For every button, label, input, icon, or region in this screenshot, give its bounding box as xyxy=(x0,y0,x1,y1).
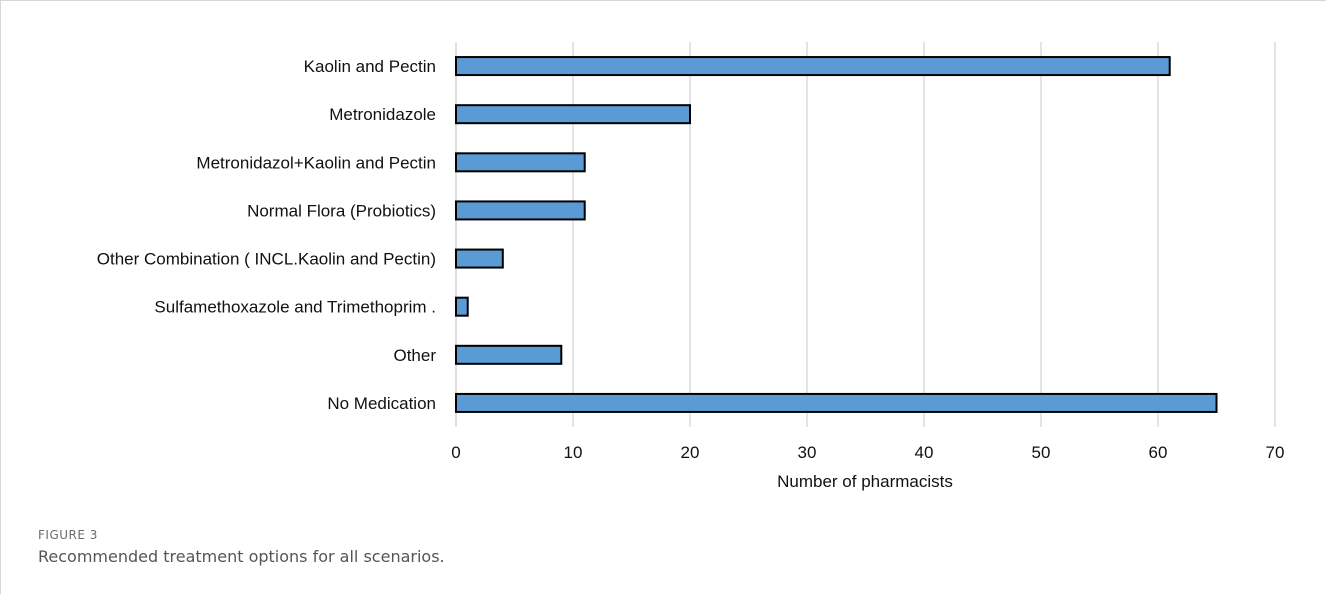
x-tick-label: 0 xyxy=(451,443,460,462)
category-label: Metronidazol+Kaolin and Pectin xyxy=(196,153,436,172)
category-label: No Medication xyxy=(327,394,436,413)
bar xyxy=(455,248,504,269)
category-labels: Kaolin and Pectin Metronidazole Metronidaz… xyxy=(97,57,437,413)
bar xyxy=(455,200,586,221)
bar-chart: Kaolin and Pectin Metronidazole Metronidaz… xyxy=(97,42,1284,491)
category-label: Other Combination ( INCL.Kaolin and Pect… xyxy=(97,250,436,269)
x-axis-title: Number of pharmacists xyxy=(777,472,953,491)
figure-caption: Recommended treatment options for all sc… xyxy=(38,547,445,566)
x-tick-label: 70 xyxy=(1266,443,1285,462)
category-label: Metronidazole xyxy=(329,105,436,124)
x-tick-label: 60 xyxy=(1149,443,1168,462)
category-label: Sulfamethoxazole and Trimethoprim . xyxy=(154,298,436,317)
bar xyxy=(455,152,586,173)
x-tick-label: 10 xyxy=(564,443,583,462)
bar xyxy=(455,344,563,365)
bar xyxy=(455,392,1218,413)
bar xyxy=(455,56,1171,77)
category-label: Kaolin and Pectin xyxy=(304,57,436,76)
x-tick-label: 20 xyxy=(681,443,700,462)
x-tick-label: 40 xyxy=(915,443,934,462)
category-label: Other xyxy=(393,346,436,365)
bars xyxy=(455,56,1218,413)
bar xyxy=(455,296,469,317)
figure-label: FIGURE 3 xyxy=(38,528,98,542)
bar xyxy=(455,104,691,125)
category-label: Normal Flora (Probiotics) xyxy=(247,201,436,220)
x-tick-labels: 0 10 20 30 40 50 60 70 xyxy=(451,443,1284,462)
x-tick-label: 30 xyxy=(798,443,817,462)
x-tick-label: 50 xyxy=(1032,443,1051,462)
gridlines xyxy=(455,42,1276,427)
